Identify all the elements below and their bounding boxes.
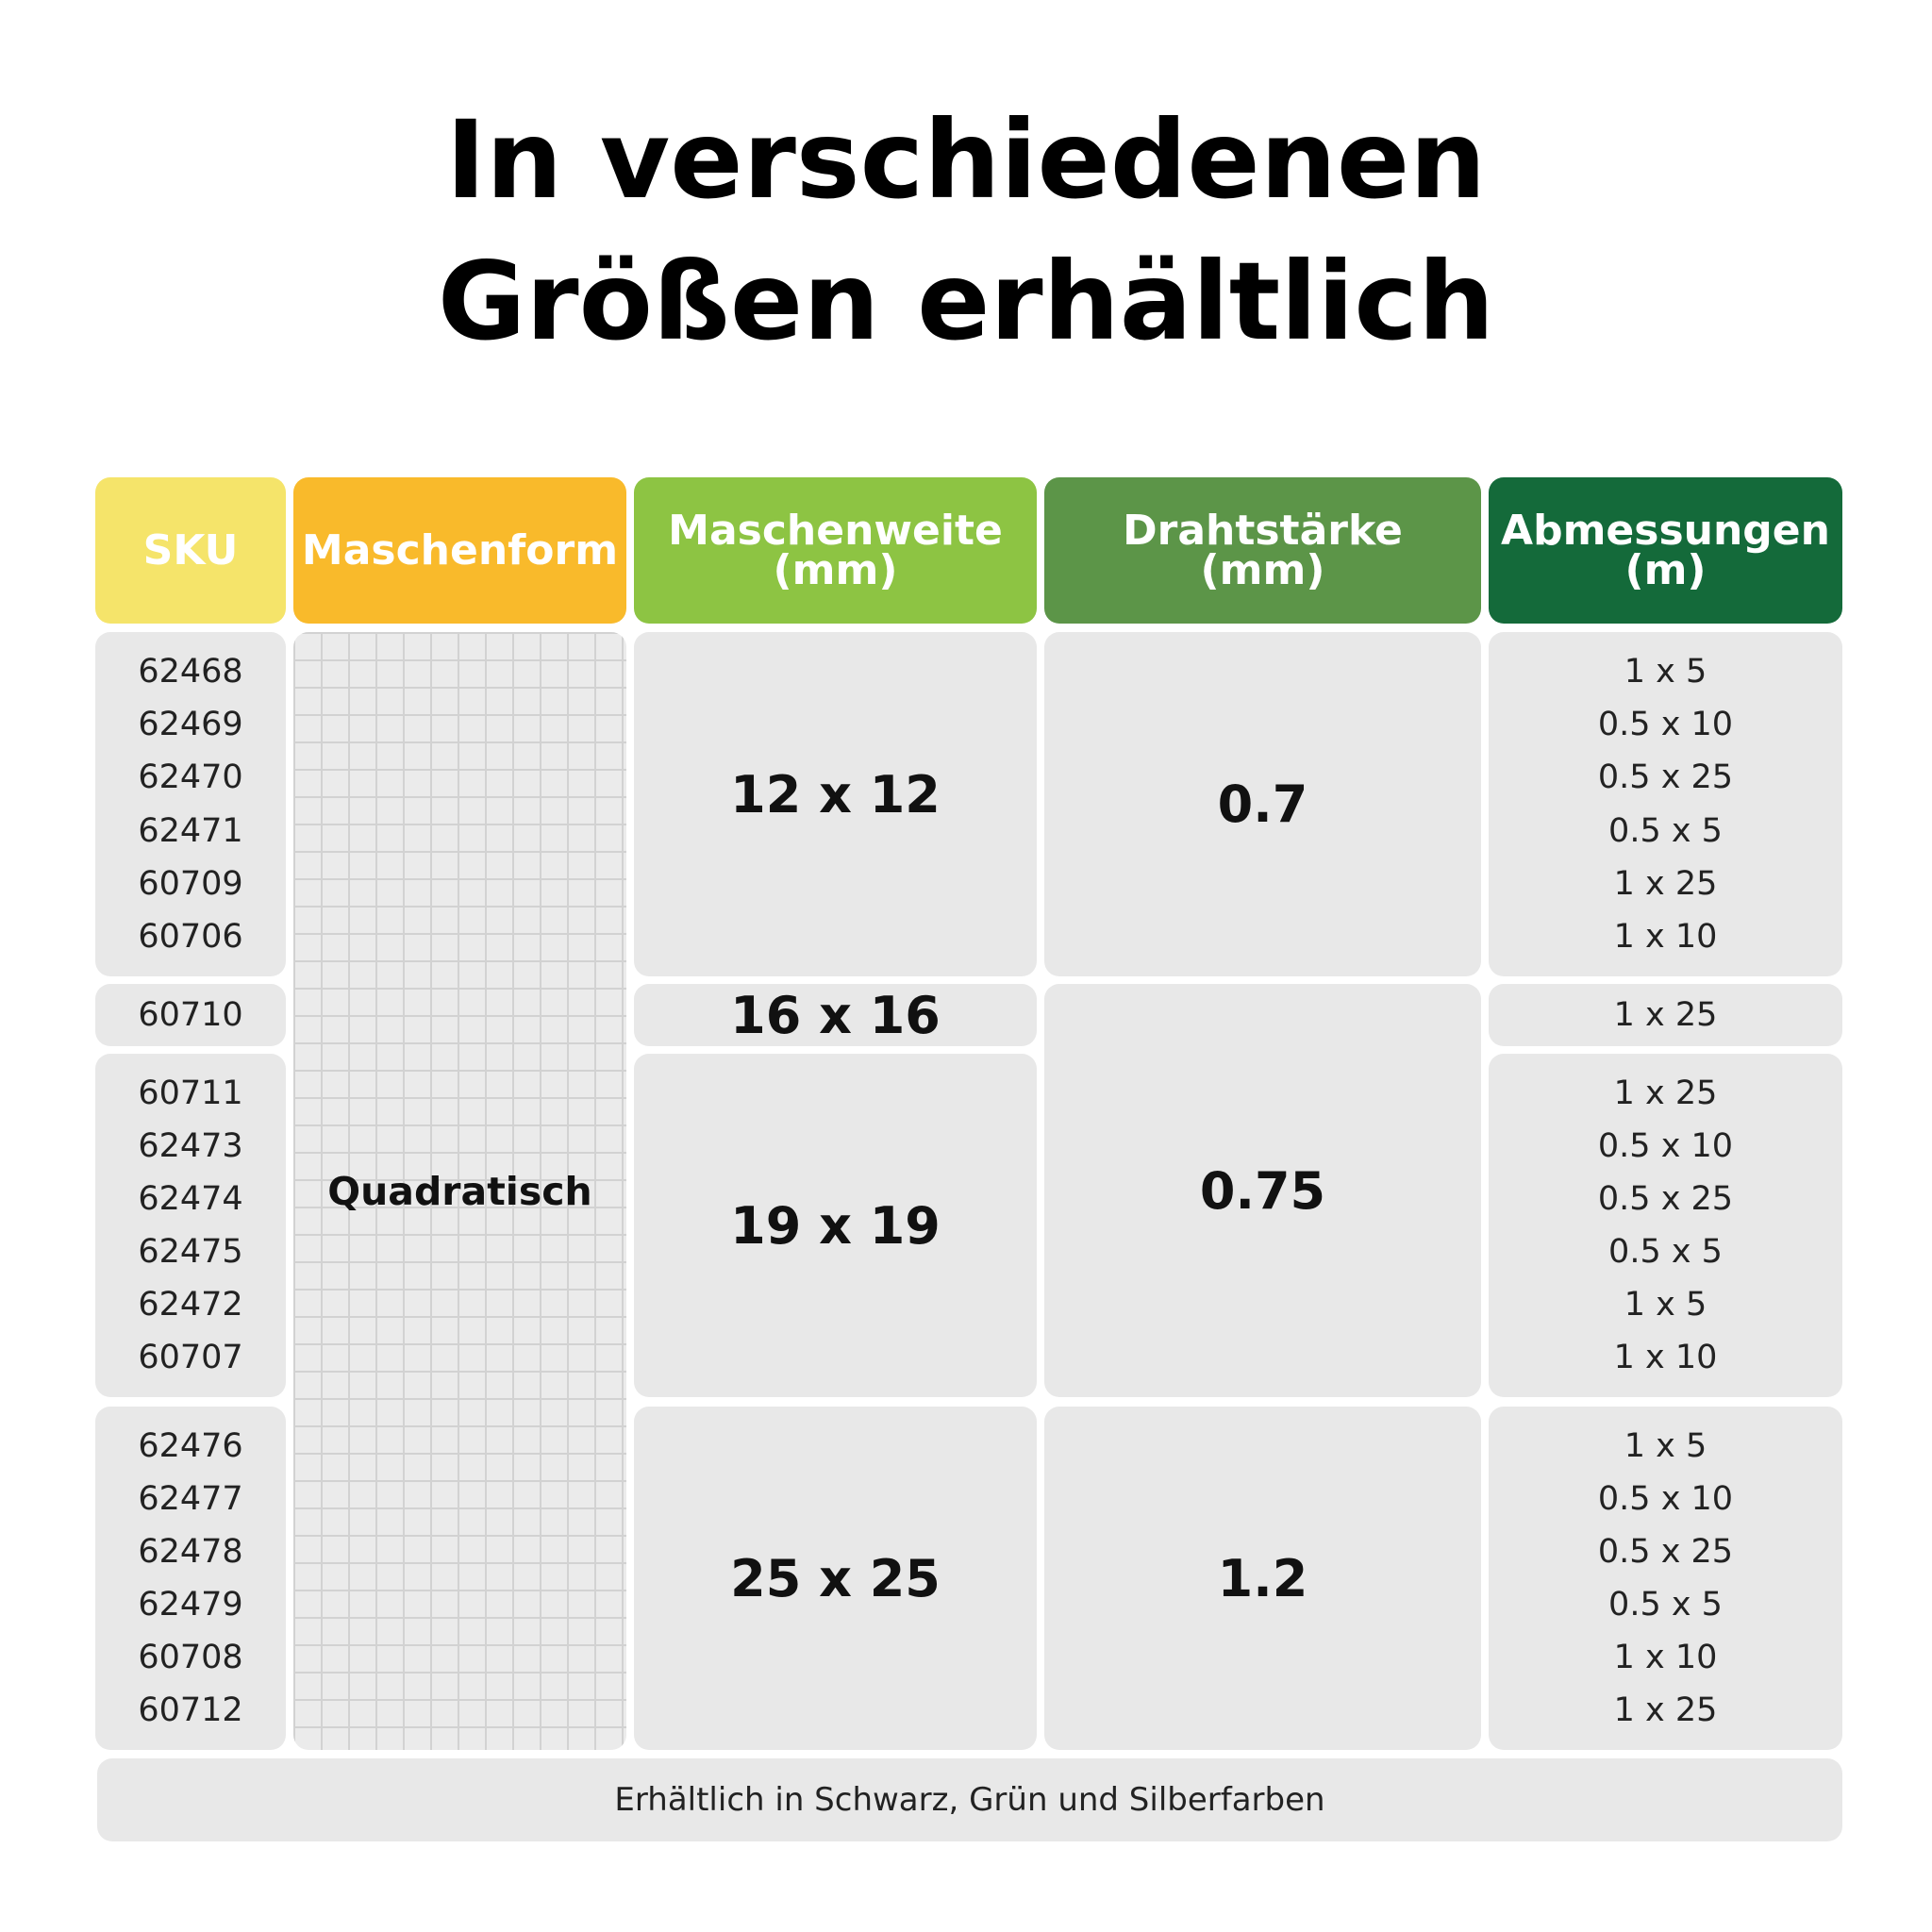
maschenweite-value: 25 x 25 xyxy=(730,1548,941,1608)
abmessung-item: 1 x 10 xyxy=(1613,1639,1718,1676)
maschenweite-group-1: 12 x 12 xyxy=(634,632,1037,976)
sku-item: 62474 xyxy=(138,1180,243,1218)
page-title: In verschiedenen Größen erhältlich xyxy=(0,90,1932,373)
header-sku-label: SKU xyxy=(142,525,239,575)
maschenweite-value: 12 x 12 xyxy=(730,765,941,824)
drahtstaerke-value: 0.7 xyxy=(1217,774,1308,834)
sku-item: 62473 xyxy=(138,1127,243,1165)
header-sku: SKU xyxy=(95,477,286,624)
maschenweite-group-2: 16 x 16 xyxy=(634,984,1037,1046)
header-maschenweite-label: Maschenweite xyxy=(668,506,1003,555)
header-maschenweite: Maschenweite (mm) xyxy=(634,477,1037,624)
sku-list-group-4: 62476 62477 62478 62479 60708 60712 xyxy=(95,1407,286,1750)
abmessung-item: 1 x 5 xyxy=(1624,1286,1707,1324)
sku-item: 60711 xyxy=(138,1074,243,1112)
abmessung-item: 0.5 x 25 xyxy=(1597,758,1734,797)
drahtstaerke-cell-1: 0.7 xyxy=(1044,632,1481,976)
sku-list-group-3: 60711 62473 62474 62475 62472 60707 xyxy=(95,1054,286,1397)
abmessung-item: 0.5 x 10 xyxy=(1597,1127,1734,1165)
sku-list-group-2: 60710 xyxy=(95,984,286,1046)
header-drahtstaerke: Drahtstärke (mm) xyxy=(1044,477,1481,624)
abmessung-item: 1 x 25 xyxy=(1613,996,1718,1034)
abmessung-item: 0.5 x 25 xyxy=(1597,1180,1734,1218)
sku-item: 62479 xyxy=(138,1586,243,1624)
abmessungen-list-group-4: 1 x 5 0.5 x 10 0.5 x 25 0.5 x 5 1 x 10 1… xyxy=(1489,1407,1842,1750)
abmessungen-list-group-3: 1 x 25 0.5 x 10 0.5 x 25 0.5 x 5 1 x 5 1… xyxy=(1489,1054,1842,1397)
drahtstaerke-cell-3: 1.2 xyxy=(1044,1407,1481,1750)
header-abmessungen: Abmessungen (m) xyxy=(1489,477,1842,624)
abmessung-item: 1 x 25 xyxy=(1613,864,1718,903)
title-line-1: In verschiedenen xyxy=(445,97,1487,223)
sku-item: 62471 xyxy=(138,811,243,850)
sku-item: 60707 xyxy=(138,1339,243,1376)
abmessung-item: 1 x 10 xyxy=(1613,917,1718,956)
sku-item: 62472 xyxy=(138,1286,243,1324)
sku-item: 60706 xyxy=(138,917,243,956)
abmessung-item: 1 x 25 xyxy=(1613,1074,1718,1112)
header-maschenweite-unit: (mm) xyxy=(773,545,898,594)
header-abmessungen-unit: (m) xyxy=(1624,545,1707,594)
sku-item: 62469 xyxy=(138,706,243,744)
header-abmessungen-label: Abmessungen xyxy=(1501,506,1830,555)
abmessung-item: 0.5 x 5 xyxy=(1608,1233,1723,1271)
header-maschenform: Maschenform xyxy=(293,477,626,624)
sku-item: 60710 xyxy=(138,996,243,1034)
sku-item: 60708 xyxy=(138,1639,243,1676)
header-maschenform-label: Maschenform xyxy=(301,525,619,575)
sku-list-group-1: 62468 62469 62470 62471 60709 60706 xyxy=(95,632,286,976)
sku-item: 60709 xyxy=(138,864,243,903)
header-drahtstaerke-unit: (mm) xyxy=(1200,545,1325,594)
abmessung-item: 0.5 x 10 xyxy=(1597,1480,1734,1518)
maschenweite-group-4: 25 x 25 xyxy=(634,1407,1037,1750)
sku-item: 62476 xyxy=(138,1427,243,1465)
footer-text: Erhältlich in Schwarz, Grün und Silberfa… xyxy=(614,1781,1325,1819)
maschenweite-value: 16 x 16 xyxy=(730,985,941,1045)
abmessung-item: 0.5 x 25 xyxy=(1597,1533,1734,1571)
title-line-2: Größen erhältlich xyxy=(437,239,1495,364)
drahtstaerke-value: 0.75 xyxy=(1199,1160,1326,1221)
header-drahtstaerke-label: Drahtstärke xyxy=(1123,506,1403,555)
sku-item: 62477 xyxy=(138,1480,243,1518)
maschenweite-value: 19 x 19 xyxy=(730,1195,941,1256)
abmessung-item: 1 x 10 xyxy=(1613,1339,1718,1376)
drahtstaerke-value: 1.2 xyxy=(1217,1548,1308,1608)
abmessung-item: 0.5 x 5 xyxy=(1608,811,1723,850)
sku-item: 62470 xyxy=(138,758,243,797)
footer-note: Erhältlich in Schwarz, Grün und Silberfa… xyxy=(97,1758,1842,1841)
sku-item: 62478 xyxy=(138,1533,243,1571)
maschenform-cell: Quadratisch xyxy=(293,632,626,1750)
abmessung-item: 1 x 25 xyxy=(1613,1691,1718,1729)
abmessung-item: 1 x 5 xyxy=(1624,1427,1707,1465)
sku-item: 62468 xyxy=(138,653,243,691)
maschenform-value: Quadratisch xyxy=(327,1168,592,1214)
sku-item: 62475 xyxy=(138,1233,243,1271)
abmessung-item: 0.5 x 10 xyxy=(1597,706,1734,744)
abmessung-item: 1 x 5 xyxy=(1624,653,1707,691)
abmessungen-list-group-2: 1 x 25 xyxy=(1489,984,1842,1046)
abmessungen-list-group-1: 1 x 5 0.5 x 10 0.5 x 25 0.5 x 5 1 x 25 1… xyxy=(1489,632,1842,976)
maschenweite-group-3: 19 x 19 xyxy=(634,1054,1037,1397)
drahtstaerke-cell-2: 0.75 xyxy=(1044,984,1481,1397)
sku-item: 60712 xyxy=(138,1691,243,1729)
abmessung-item: 0.5 x 5 xyxy=(1608,1586,1723,1624)
